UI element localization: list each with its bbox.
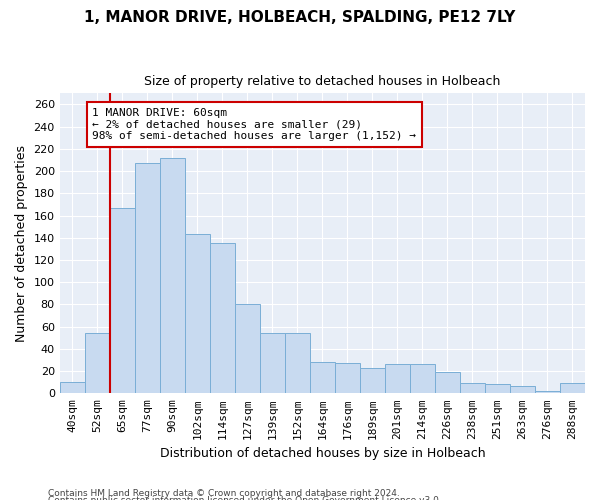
Bar <box>210 244 235 394</box>
Bar <box>510 386 535 394</box>
Bar <box>260 334 285 394</box>
Text: 1, MANOR DRIVE, HOLBEACH, SPALDING, PE12 7LY: 1, MANOR DRIVE, HOLBEACH, SPALDING, PE12… <box>85 10 515 25</box>
Bar <box>435 372 460 394</box>
Bar <box>135 164 160 394</box>
Y-axis label: Number of detached properties: Number of detached properties <box>15 145 28 342</box>
Bar <box>110 208 135 394</box>
Bar <box>185 234 210 394</box>
Bar <box>285 334 310 394</box>
Text: 1 MANOR DRIVE: 60sqm
← 2% of detached houses are smaller (29)
98% of semi-detach: 1 MANOR DRIVE: 60sqm ← 2% of detached ho… <box>92 108 416 141</box>
Bar <box>85 334 110 394</box>
Bar <box>560 384 585 394</box>
Bar <box>385 364 410 394</box>
X-axis label: Distribution of detached houses by size in Holbeach: Distribution of detached houses by size … <box>160 447 485 460</box>
Title: Size of property relative to detached houses in Holbeach: Size of property relative to detached ho… <box>144 75 500 88</box>
Bar <box>360 368 385 394</box>
Bar <box>535 391 560 394</box>
Bar <box>235 304 260 394</box>
Text: Contains public sector information licensed under the Open Government Licence v3: Contains public sector information licen… <box>48 496 442 500</box>
Text: Contains HM Land Registry data © Crown copyright and database right 2024.: Contains HM Land Registry data © Crown c… <box>48 488 400 498</box>
Bar <box>160 158 185 394</box>
Bar <box>310 362 335 394</box>
Bar <box>460 384 485 394</box>
Bar <box>410 364 435 394</box>
Bar <box>59 382 85 394</box>
Bar <box>485 384 510 394</box>
Bar <box>335 364 360 394</box>
